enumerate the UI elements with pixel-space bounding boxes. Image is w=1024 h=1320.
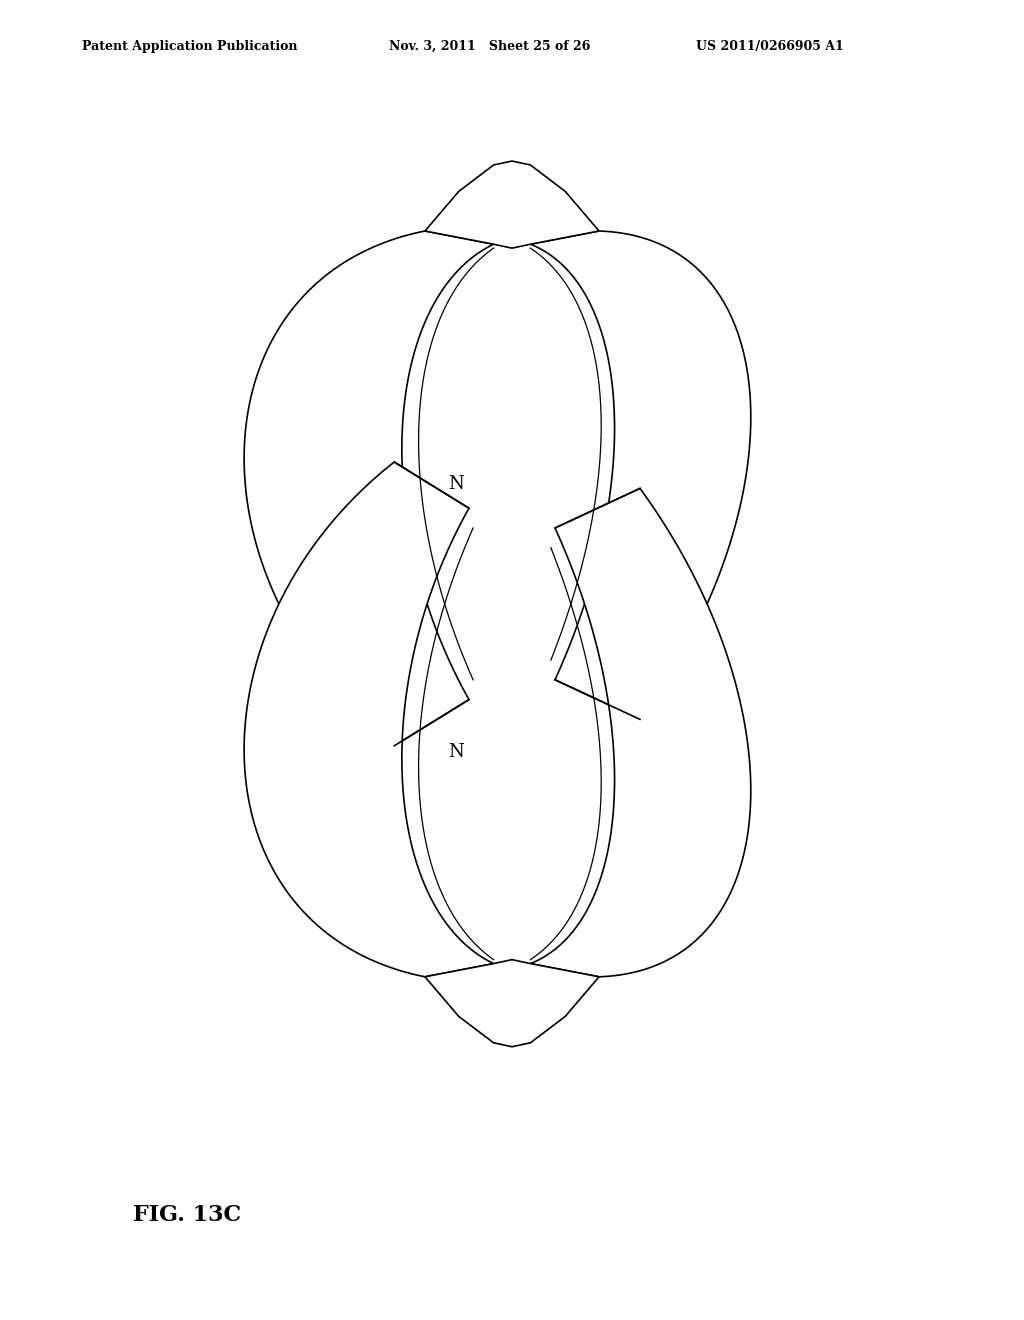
Text: N: N (447, 743, 464, 762)
Text: Nov. 3, 2011   Sheet 25 of 26: Nov. 3, 2011 Sheet 25 of 26 (389, 40, 591, 53)
Polygon shape (425, 161, 599, 248)
Polygon shape (530, 488, 751, 977)
Polygon shape (244, 462, 494, 977)
Polygon shape (244, 231, 494, 746)
Polygon shape (530, 231, 751, 719)
Text: N: N (447, 475, 464, 494)
Text: Patent Application Publication: Patent Application Publication (82, 40, 297, 53)
Text: FIG. 13C: FIG. 13C (133, 1204, 242, 1226)
Text: US 2011/0266905 A1: US 2011/0266905 A1 (696, 40, 844, 53)
Polygon shape (425, 960, 599, 1047)
